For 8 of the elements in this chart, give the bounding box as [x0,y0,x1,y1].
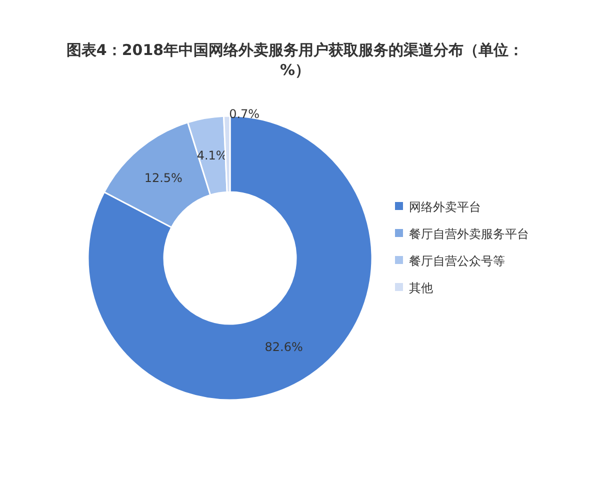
legend-label: 其他 [409,281,433,295]
legend-label: 网络外卖平台 [409,200,481,214]
legend-label: 餐厅自营外卖服务平台 [409,227,529,241]
chart-title: 图表4：2018年中国网络外卖服务用户获取服务的渠道分布（单位：%） [65,40,525,80]
legend-label: 餐厅自营公众号等 [409,254,505,268]
data-label: 12.5% [144,171,182,186]
data-label: 0.7% [229,107,260,122]
data-label: 82.6% [264,340,303,354]
